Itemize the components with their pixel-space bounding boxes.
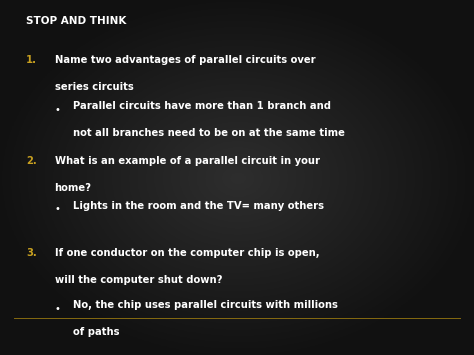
Text: Parallel circuits have more than 1 branch and: Parallel circuits have more than 1 branc…	[73, 101, 331, 111]
Text: STOP AND THINK: STOP AND THINK	[26, 16, 127, 26]
Text: Lights in the room and the TV= many others: Lights in the room and the TV= many othe…	[73, 201, 325, 211]
Text: 1.: 1.	[26, 55, 37, 65]
Text: •: •	[55, 204, 60, 214]
Text: Name two advantages of parallel circuits over: Name two advantages of parallel circuits…	[55, 55, 315, 65]
Text: will the computer shut down?: will the computer shut down?	[55, 275, 222, 285]
Text: •: •	[55, 304, 60, 313]
Text: No, the chip uses parallel circuits with millions: No, the chip uses parallel circuits with…	[73, 300, 338, 310]
Text: series circuits: series circuits	[55, 82, 133, 92]
Text: of paths: of paths	[73, 327, 120, 337]
Text: 2.: 2.	[26, 156, 37, 166]
Text: •: •	[55, 105, 60, 115]
Text: 3.: 3.	[26, 248, 37, 258]
Text: What is an example of a parallel circuit in your: What is an example of a parallel circuit…	[55, 156, 319, 166]
Text: If one conductor on the computer chip is open,: If one conductor on the computer chip is…	[55, 248, 319, 258]
Text: not all branches need to be on at the same time: not all branches need to be on at the sa…	[73, 128, 346, 138]
Text: home?: home?	[55, 183, 91, 193]
